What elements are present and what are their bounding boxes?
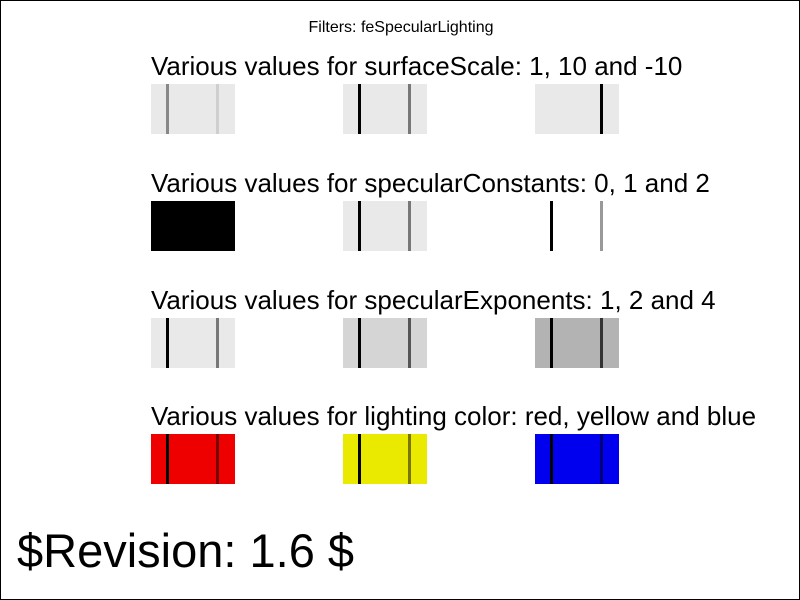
swatch-line-left [166,318,169,368]
lighting-swatch [343,434,427,484]
swatch-line-left [166,434,169,484]
swatch-line-right [216,201,219,251]
swatch-line-right [216,318,219,368]
lighting-swatch [343,84,427,134]
lighting-swatch [151,318,235,368]
row-label: Various values for surfaceScale: 1, 10 a… [151,51,683,81]
swatch-line-left [358,318,361,368]
swatch-line-right [600,201,603,251]
lighting-swatch [535,318,619,368]
lighting-swatch [535,84,619,134]
swatch-line-right [600,318,603,368]
lighting-swatch [343,318,427,368]
swatch-line-right [408,84,411,134]
revision-label: $Revision: 1.6 $ [17,524,355,577]
swatch-line-left [358,201,361,251]
swatch-line-right [216,434,219,484]
swatch-line-right [216,84,219,134]
row-label: Various values for specularExponents: 1,… [151,285,716,315]
swatch-line-right [408,434,411,484]
swatch-line-right [600,84,603,134]
swatch-line-right [408,201,411,251]
swatch-line-left [550,434,553,484]
lighting-swatch [343,201,427,251]
lighting-swatch [151,434,235,484]
page-title: Filters: feSpecularLighting [308,19,494,36]
row-label: Various values for specularConstants: 0,… [151,168,710,198]
swatch-line-left [166,84,169,134]
lighting-swatch [151,84,235,134]
lighting-swatch [535,434,619,484]
lighting-swatch [151,201,235,251]
swatch-line-left [358,84,361,134]
swatch-line-left [550,318,553,368]
swatch-line-left [550,201,553,251]
swatch-line-left [550,84,553,134]
swatch-line-right [408,318,411,368]
lighting-swatch [535,201,619,251]
swatch-line-left [166,201,169,251]
swatch-line-left [358,434,361,484]
swatch-line-right [600,434,603,484]
row-label: Various values for lighting color: red, … [151,401,757,431]
